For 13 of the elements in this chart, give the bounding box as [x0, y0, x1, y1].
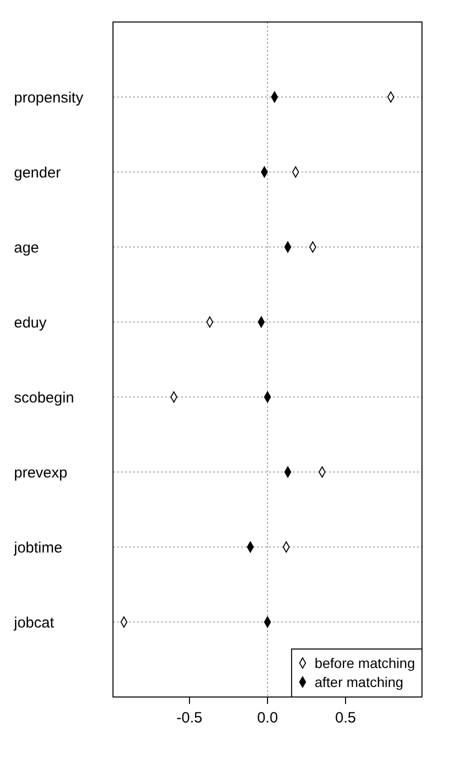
x-tick-label: -0.5 [176, 710, 202, 727]
y-tick-label: eduy [14, 314, 48, 332]
legend-label: before matching [314, 654, 415, 671]
y-tick-label: scobegin [14, 389, 74, 406]
y-tick-label: age [14, 239, 40, 256]
y-tick-label: gender [14, 164, 61, 182]
y-tick-label: prevexp [14, 464, 68, 482]
x-tick-label: 0.5 [335, 710, 356, 727]
y-tick-label: propensity [14, 89, 84, 106]
y-tick-label: jobcat [13, 614, 55, 632]
x-tick-label: 0.0 [257, 710, 278, 727]
y-tick-label: jobtime [13, 539, 62, 556]
legend-label: after matching [314, 674, 404, 690]
